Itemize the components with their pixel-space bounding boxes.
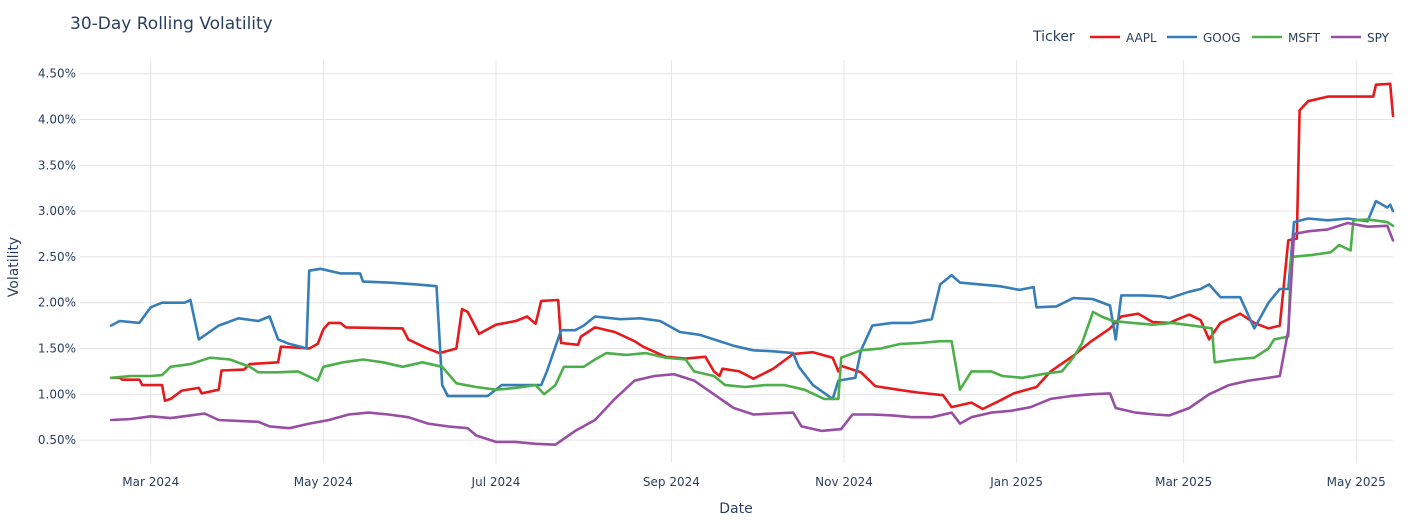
- y-tick-label: 3.00%: [38, 204, 76, 218]
- legend: Ticker AAPL GOOG MSFT SPY: [1032, 29, 1390, 45]
- series-line-msft: [109, 218, 1395, 401]
- x-tick-label: Nov 2024: [815, 475, 873, 489]
- y-tick-label: 2.00%: [38, 296, 76, 310]
- y-axis-ticks: 0.50% 1.00% 1.50% 2.00% 2.50% 3.00% 3.50% 4.00%…: [38, 67, 76, 447]
- y-tick-label: 4.00%: [38, 113, 76, 127]
- x-tick-label: May 2024: [294, 475, 353, 489]
- y-tick-label: 4.50%: [38, 67, 76, 81]
- y-tick-label: 3.50%: [38, 158, 76, 172]
- x-axis-ticks: Mar 2024 May 2024 Jul 2024 Sep 2024 Nov 2024…: [122, 475, 1386, 489]
- x-tick-label: Mar 2025: [1155, 475, 1212, 489]
- y-tick-label: 0.50%: [38, 433, 76, 447]
- x-tick-label: Jul 2024: [471, 475, 521, 489]
- series-line-aapl: [109, 82, 1395, 411]
- chart-title: 30-Day Rolling Volatility: [70, 14, 273, 34]
- series-lines: [109, 82, 1395, 446]
- x-tick-label: Mar 2024: [122, 475, 179, 489]
- y-tick-label: 1.50%: [38, 342, 76, 356]
- x-tick-label: Sep 2024: [643, 475, 700, 489]
- legend-label-aapl: AAPL: [1126, 31, 1157, 45]
- series-line-goog: [109, 199, 1395, 401]
- legend-label-msft: MSFT: [1288, 31, 1321, 45]
- x-tick-label: May 2025: [1327, 475, 1386, 489]
- legend-title: Ticker: [1032, 29, 1075, 45]
- series-line-spy: [109, 221, 1395, 446]
- x-tick-label: Jan 2025: [989, 475, 1043, 489]
- y-axis-title: Volatility: [6, 237, 22, 297]
- y-tick-label: 2.50%: [38, 250, 76, 264]
- legend-label-spy: SPY: [1367, 31, 1390, 45]
- x-axis-title: Date: [719, 501, 752, 517]
- legend-label-goog: GOOG: [1203, 31, 1241, 45]
- y-tick-label: 1.00%: [38, 387, 76, 401]
